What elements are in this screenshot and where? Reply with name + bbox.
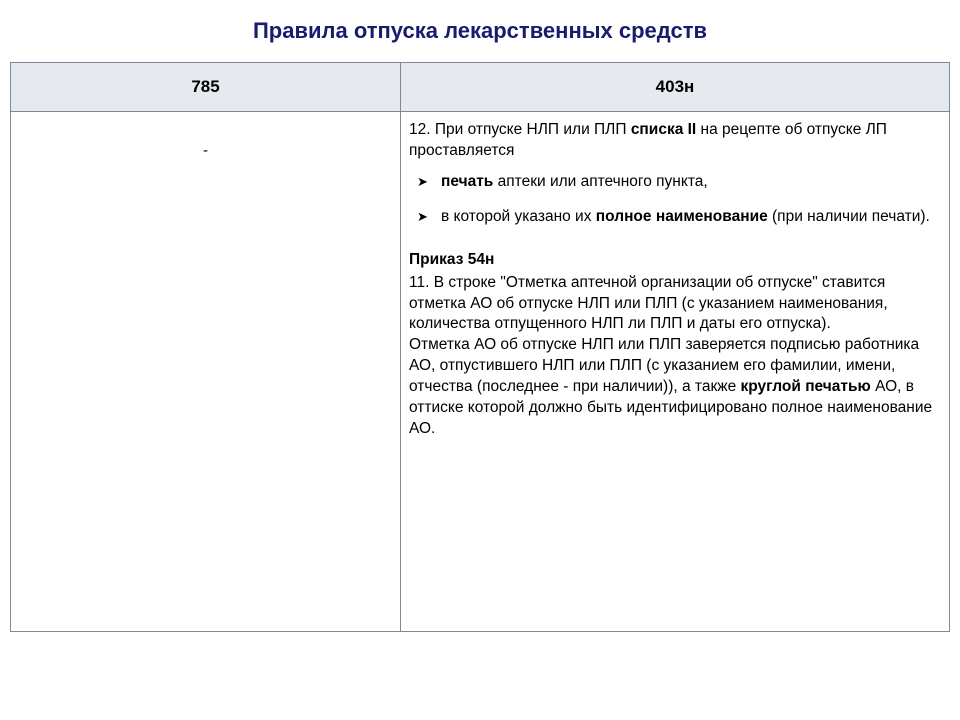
intro-para: 12. При отпуске НЛП или ПЛП списка II на… [409,120,939,162]
col-header-785: 785 [11,63,401,112]
bullet-item-1: печать аптеки или аптечного пункта, [415,172,939,193]
bullet2-after: (при наличии печати). [768,208,930,225]
body-row: - 12. При отпуске НЛП или ПЛП списка II … [11,112,950,632]
page-title: Правила отпуска лекарственных средств [0,0,960,62]
cell-785: - [11,112,401,632]
content-table-wrap: 785 403н - 12. При отпуске НЛП или ПЛП с… [0,62,960,632]
bullet-list: печать аптеки или аптечного пункта, в ко… [409,172,939,228]
header-row: 785 403н [11,63,950,112]
order-body-before: 11. В строке "Отметка аптечной организац… [409,274,919,396]
intro-prefix: 12. При отпуске НЛП или ПЛП [409,121,631,138]
bullet-item-2: в которой указано их полное наименование… [415,207,939,228]
cell-403n: 12. При отпуске НЛП или ПЛП списка II на… [401,112,950,632]
bullet1-rest: аптеки или аптечного пункта, [493,173,707,190]
bullet1-bold: печать [441,173,493,190]
order-body: 11. В строке "Отметка аптечной организац… [409,273,939,440]
intro-bold: списка II [631,121,696,138]
bullet2-bold: полное наименование [596,208,768,225]
content-table: 785 403н - 12. При отпуске НЛП или ПЛП с… [10,62,950,632]
order-body-bold: круглой печатью [741,378,871,395]
col-header-403n: 403н [401,63,950,112]
bullet2-before: в которой указано их [441,208,596,225]
order-heading: Приказ 54н [409,250,939,271]
